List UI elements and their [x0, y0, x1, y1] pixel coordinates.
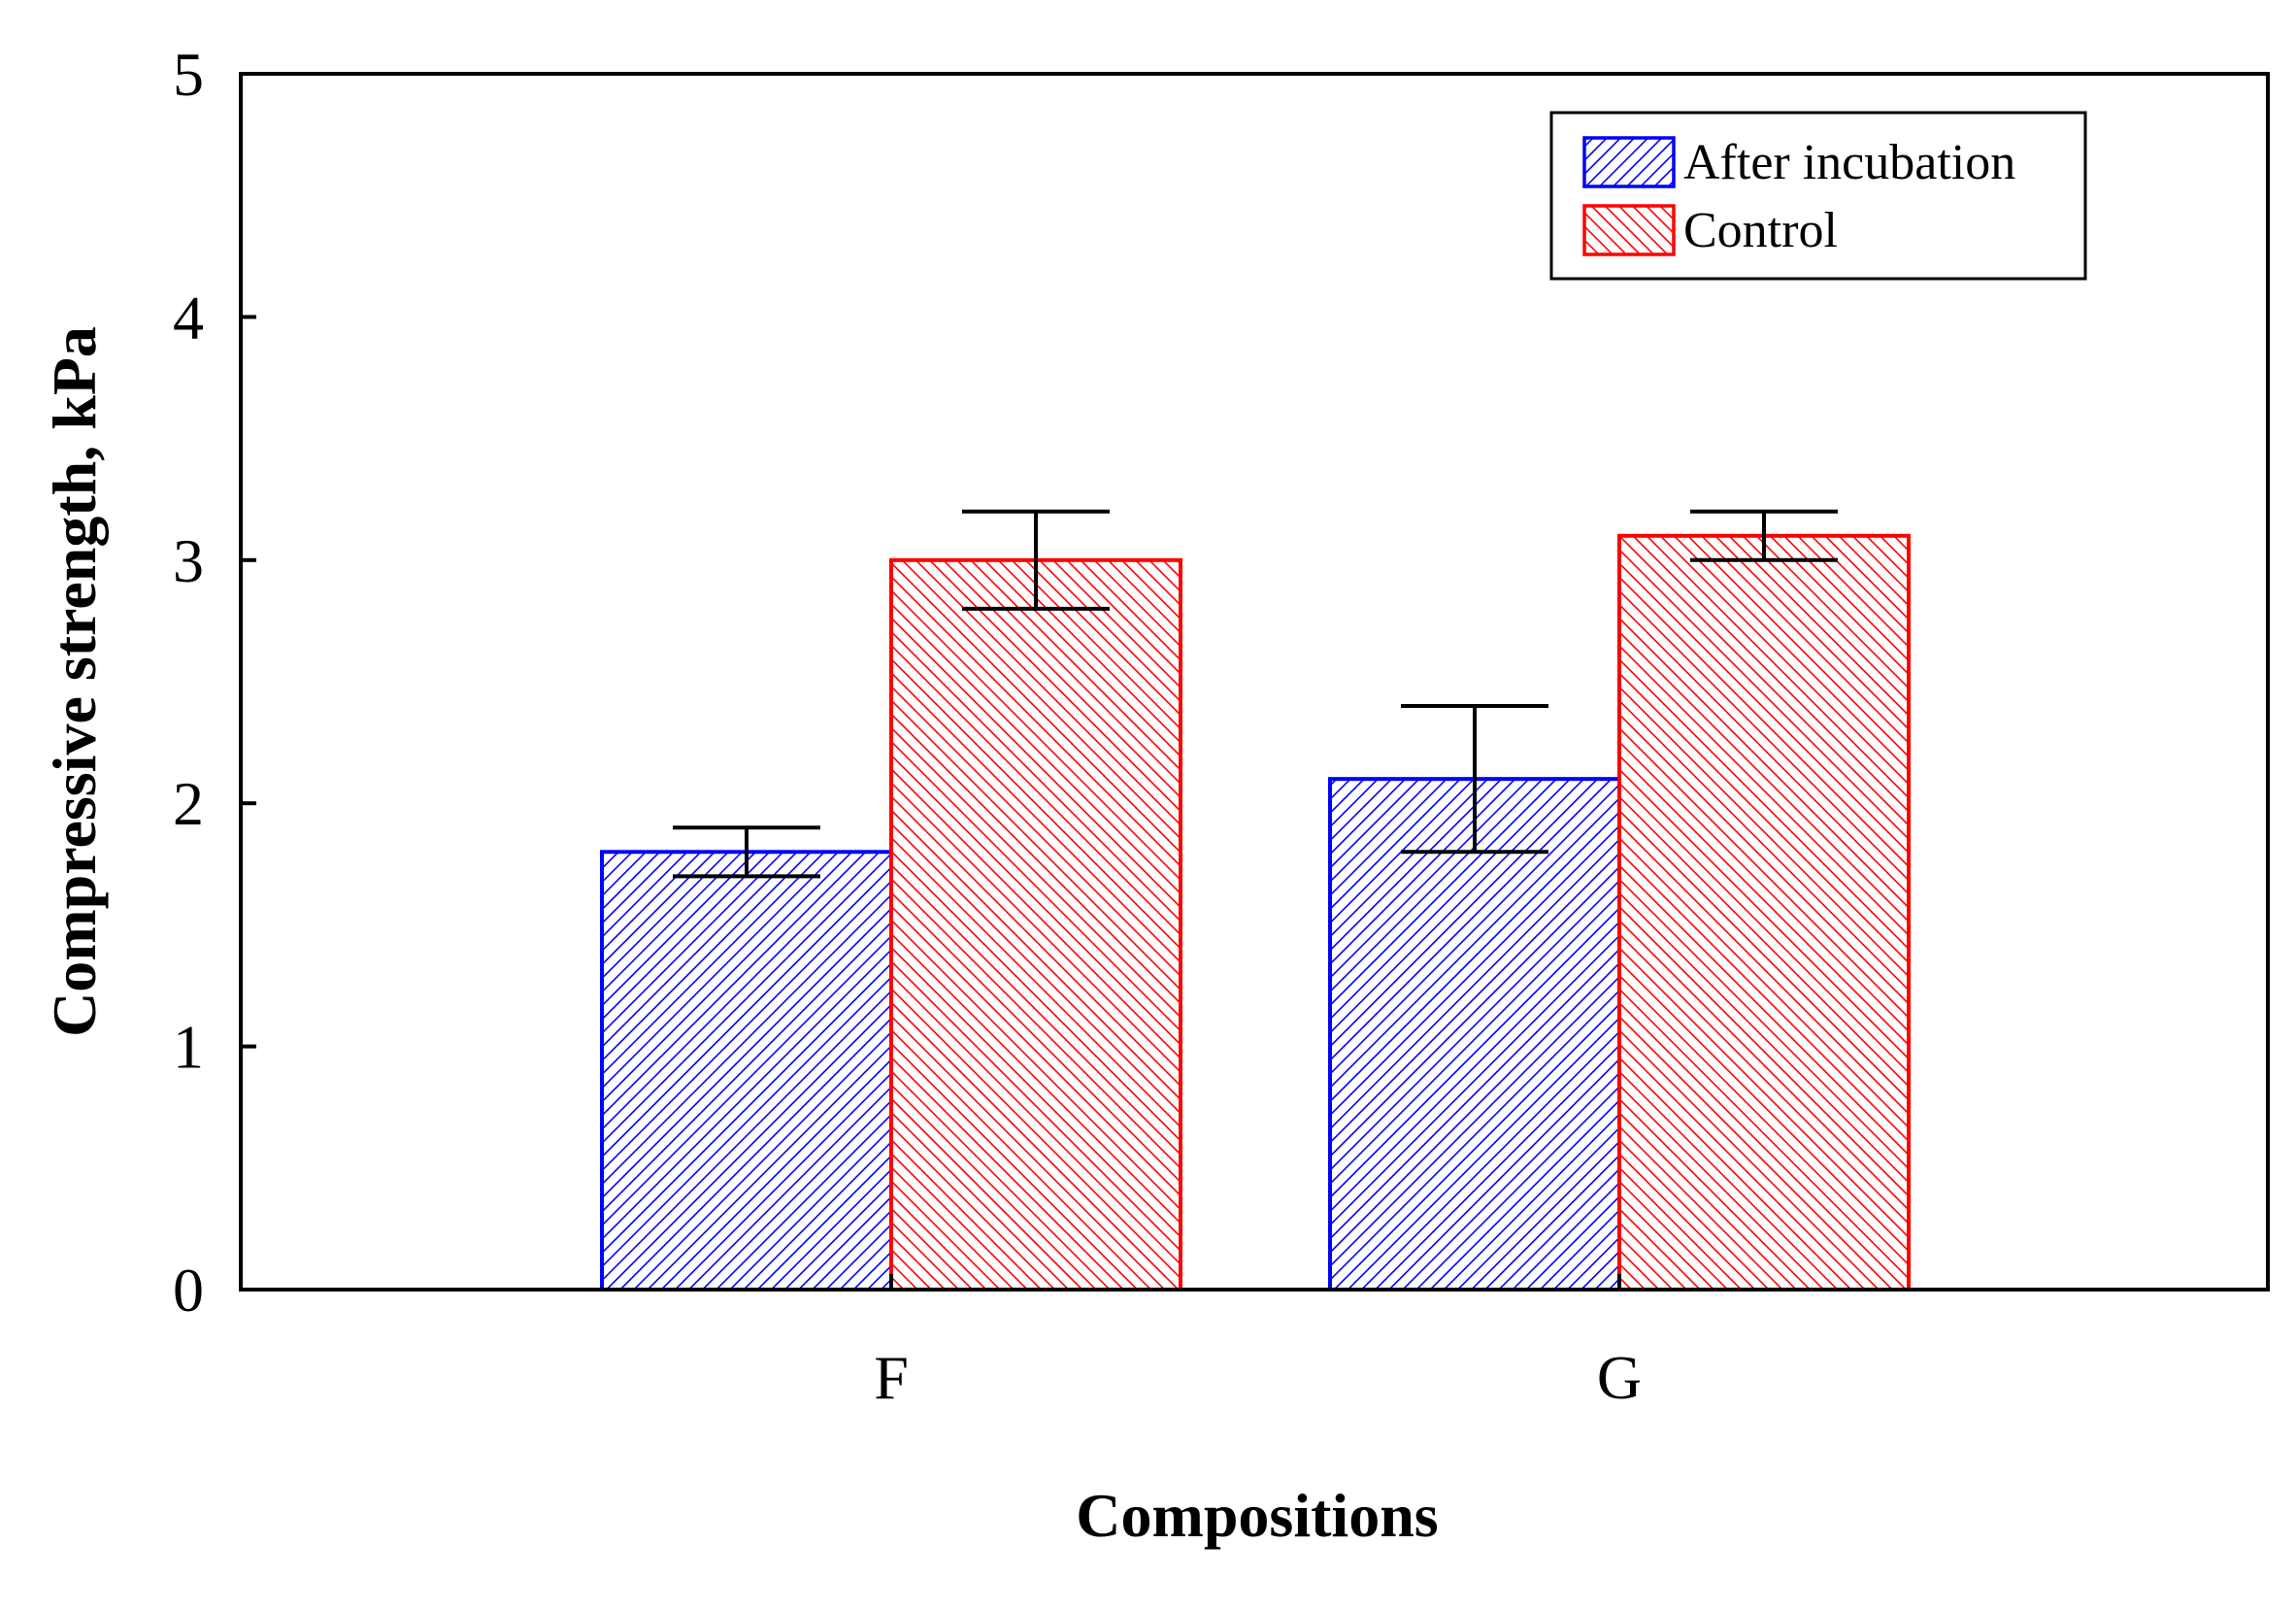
x-axis-label: Compositions [1076, 1481, 1438, 1550]
x-tick-label: F [874, 1343, 909, 1412]
legend-label-0: After incubation [1683, 135, 2015, 190]
bar-F-0 [600, 850, 893, 1292]
legend: After incubation Control [1549, 111, 2087, 281]
y-tick-label: 3 [173, 526, 204, 595]
y-tick-label: 2 [173, 769, 204, 838]
legend-swatch-1 [1582, 204, 1676, 256]
y-tick-label: 0 [173, 1256, 204, 1325]
y-tick-label: 4 [173, 283, 204, 352]
y-tick-label: 5 [173, 40, 204, 109]
legend-swatch-0 [1582, 136, 1676, 188]
bar-G-0 [1328, 777, 1621, 1292]
x-tick-label: G [1597, 1343, 1642, 1412]
bar-G-1 [1617, 533, 1911, 1292]
legend-label-1: Control [1683, 203, 1838, 258]
plot-area-frame [239, 72, 2270, 1292]
y-tick-label: 1 [173, 1013, 204, 1082]
bar-F-1 [889, 557, 1182, 1292]
y-axis-label: Compressive strength, kPa [40, 326, 109, 1037]
